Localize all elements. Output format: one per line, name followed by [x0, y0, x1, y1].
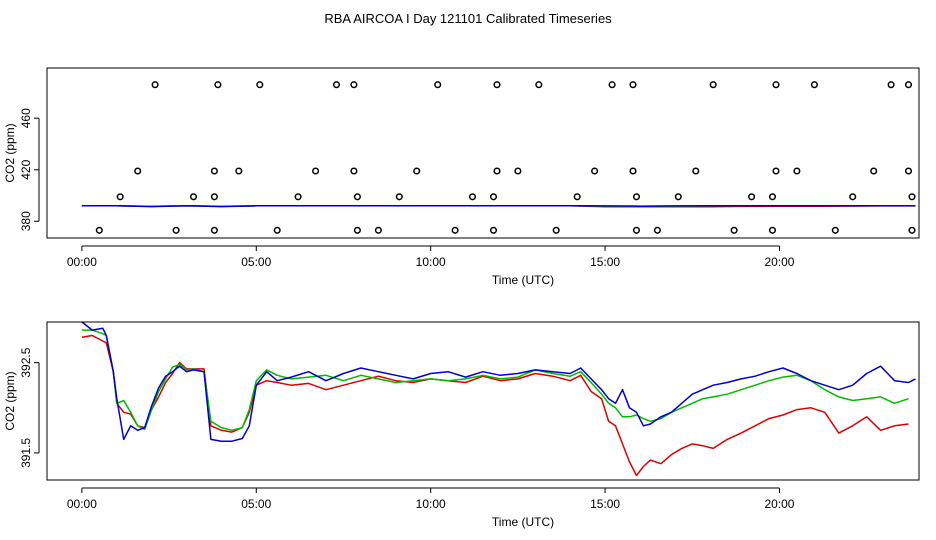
outlier-point [709, 81, 717, 89]
x-tick-label: 20:00 [764, 497, 794, 511]
outlier-point [353, 226, 361, 234]
x-axis-label-1: Time (UTC) [492, 273, 554, 287]
x-axis-label-2: Time (UTC) [492, 515, 554, 529]
outlier-point [908, 226, 916, 234]
outlier-point [632, 226, 641, 234]
outlier-point [904, 167, 913, 175]
y-axis-label-1: CO2 (ppm) [3, 123, 17, 182]
plot-panel-1: 00:00 05:00 10:00 15:00 20:00 Time (UTC) 380 42… [3, 67, 920, 287]
outlier-point [151, 81, 159, 89]
outlier-point [772, 167, 780, 175]
outlier-point [374, 226, 382, 234]
x-tick-label: 10:00 [416, 255, 446, 269]
y-axis-label-2: CO2 (ppm) [3, 371, 17, 430]
outlier-point [350, 81, 358, 89]
outlier-point [870, 167, 878, 175]
outlier-point [653, 226, 661, 234]
outlier-point [210, 226, 218, 234]
outlier-point [692, 167, 700, 175]
y-tick-label: 420 [19, 159, 33, 179]
outlier-point [629, 167, 637, 175]
outlier-point [116, 193, 124, 201]
outlier-point [552, 226, 560, 234]
outlier-point [608, 81, 616, 89]
outlier-point [768, 226, 777, 234]
outlier-point [210, 167, 218, 175]
series-line-2-3 [81, 321, 916, 442]
outlier-point [353, 193, 361, 201]
outlier-point [214, 81, 222, 89]
outlier-point [591, 167, 599, 175]
y-tick-label: 392.5 [19, 347, 33, 377]
plot-panel-2: 00:00 05:00 10:00 15:00 20:00 Time (UTC) 391.5… [3, 321, 920, 529]
y-tick-label: 380 [19, 211, 33, 231]
outlier-point [887, 81, 895, 89]
outlier-point [493, 167, 501, 175]
outlier-point [468, 193, 477, 201]
x-tick-label: 00:00 [67, 255, 97, 269]
outlier-point [210, 193, 218, 201]
outlier-point [514, 167, 522, 175]
series-line-1-3 [81, 205, 916, 208]
outlier-point [904, 81, 913, 89]
chart-title: RBA AIRCOA I Day 121101 Calibrated Times… [324, 11, 612, 26]
outlier-point [489, 193, 498, 201]
series-line-2-2 [81, 329, 909, 432]
outlier-point [493, 81, 501, 89]
outlier-point [189, 193, 198, 201]
outlier-point [573, 193, 581, 201]
outlier-point [172, 226, 180, 234]
series-line-2-1 [81, 334, 909, 477]
outlier-point [489, 226, 498, 234]
x-tick-label: 00:00 [67, 497, 97, 511]
x-tick-label: 20:00 [764, 255, 794, 269]
outlier-point [535, 81, 543, 89]
outlier-point [434, 81, 442, 89]
y-tick-label: 460 [19, 108, 33, 128]
outlier-point [768, 193, 777, 201]
y-tick-label: 391.5 [19, 438, 33, 468]
outlier-point [730, 226, 738, 234]
x-tick-label: 05:00 [241, 255, 271, 269]
outlier-point [273, 226, 281, 234]
outlier-point [235, 167, 243, 175]
outlier-point [772, 81, 780, 89]
x-tick-label: 05:00 [241, 497, 271, 511]
outlier-point [632, 193, 641, 201]
outlier-point [908, 193, 916, 201]
plot-frame-2 [46, 321, 920, 481]
outlier-point [256, 81, 264, 89]
x-tick-label: 10:00 [416, 497, 446, 511]
outlier-point [350, 167, 358, 175]
outlier-point [451, 226, 459, 234]
outlier-point [810, 81, 818, 89]
x-tick-label: 15:00 [590, 497, 620, 511]
outlier-point [674, 193, 682, 201]
outlier-point [294, 193, 302, 201]
outlier-point [793, 167, 801, 175]
x-tick-label: 15:00 [590, 255, 620, 269]
outlier-point [629, 81, 637, 89]
outlier-point [134, 167, 142, 175]
outlier-point [849, 193, 857, 201]
outlier-point [332, 81, 341, 89]
outlier-point [395, 193, 403, 201]
outlier-point [831, 226, 839, 234]
outlier-point [95, 226, 103, 234]
plot-frame-1 [46, 67, 920, 239]
outlier-point [312, 167, 320, 175]
outlier-point [748, 193, 756, 201]
outlier-point [413, 167, 421, 175]
